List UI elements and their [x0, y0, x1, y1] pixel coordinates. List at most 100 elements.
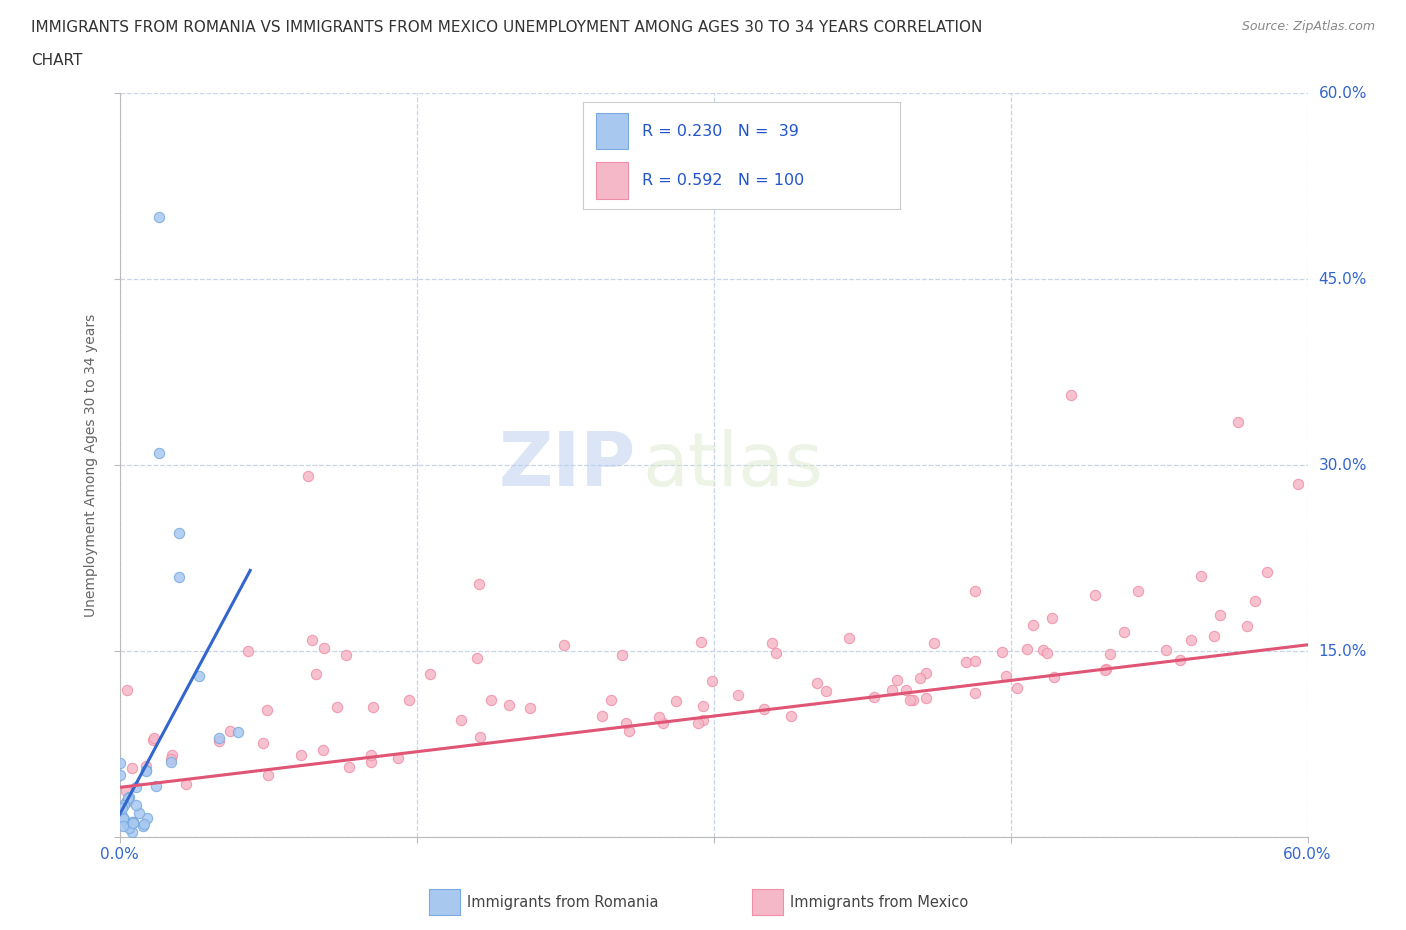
Point [765, 645, 787, 660]
Point [1043, 670, 1066, 684]
Point [112, 811, 135, 826]
Point [1168, 652, 1191, 667]
Point [692, 698, 714, 713]
Point [690, 634, 713, 649]
Point [963, 654, 986, 669]
Point [121, 761, 143, 776]
Point [297, 469, 319, 484]
Point [301, 632, 323, 647]
Point [387, 751, 409, 765]
Point [167, 525, 190, 540]
Point [1244, 593, 1267, 608]
Point [252, 736, 274, 751]
Point [360, 754, 382, 769]
Point [115, 683, 138, 698]
Point [108, 804, 131, 819]
Point [1094, 662, 1116, 677]
Point [325, 699, 347, 714]
Point [700, 674, 723, 689]
Point [651, 715, 673, 730]
Point [122, 815, 145, 830]
Point [806, 675, 828, 690]
Point [112, 811, 135, 826]
Point [337, 759, 360, 774]
Point [1256, 565, 1278, 579]
Point [136, 811, 159, 826]
Point [752, 701, 775, 716]
Point [915, 690, 938, 705]
Point [1095, 661, 1118, 676]
Point [361, 699, 384, 714]
Point [599, 693, 621, 708]
Point [135, 764, 157, 778]
Point [128, 806, 150, 821]
Point [1189, 568, 1212, 583]
FancyBboxPatch shape [596, 113, 627, 150]
Point [815, 684, 838, 698]
Text: IMMIGRANTS FROM ROMANIA VS IMMIGRANTS FROM MEXICO UNEMPLOYMENT AMONG AGES 30 TO : IMMIGRANTS FROM ROMANIA VS IMMIGRANTS FR… [31, 20, 983, 35]
Point [1022, 618, 1045, 632]
Text: R = 0.592   N = 100: R = 0.592 N = 100 [643, 173, 804, 188]
Point [135, 763, 157, 777]
Point [468, 577, 491, 591]
Point [121, 824, 143, 839]
Point [115, 783, 138, 798]
Point [145, 778, 167, 793]
Point [160, 748, 183, 763]
Point [131, 818, 153, 833]
Point [360, 748, 382, 763]
Point [995, 669, 1018, 684]
Point [167, 569, 190, 584]
Point [228, 724, 250, 739]
Point [1005, 681, 1028, 696]
Point [955, 655, 977, 670]
Point [894, 683, 917, 698]
Point [922, 636, 945, 651]
Point [218, 724, 240, 739]
Point [111, 801, 134, 816]
Point [990, 644, 1012, 659]
Point [236, 644, 259, 658]
Point [122, 815, 145, 830]
Point [111, 809, 134, 824]
Point [910, 671, 932, 685]
Point [108, 767, 131, 782]
Point [174, 777, 197, 791]
Point [117, 792, 139, 807]
Point [498, 698, 520, 712]
Point [1084, 588, 1107, 603]
Point [160, 754, 183, 769]
Point [882, 683, 904, 698]
Point [665, 694, 688, 709]
Point [110, 802, 132, 817]
Point [111, 818, 134, 833]
Point [143, 731, 166, 746]
Point [1286, 476, 1309, 491]
Point [290, 748, 312, 763]
Point [335, 647, 357, 662]
Point [117, 791, 139, 806]
Point [1126, 583, 1149, 598]
FancyBboxPatch shape [596, 162, 627, 199]
Point [863, 689, 886, 704]
Point [1040, 610, 1063, 625]
Text: atlas: atlas [643, 429, 824, 501]
Point [553, 638, 575, 653]
Point [1060, 387, 1083, 402]
Point [125, 798, 148, 813]
Point [1208, 607, 1230, 622]
Point [115, 794, 138, 809]
Point [256, 702, 278, 717]
Point [135, 758, 157, 773]
Point [124, 779, 146, 794]
Text: Immigrants from Romania: Immigrants from Romania [467, 895, 658, 910]
Point [312, 641, 335, 656]
Point [132, 817, 155, 831]
Point [112, 798, 135, 813]
Point [617, 724, 640, 738]
Point [1017, 642, 1039, 657]
Point [886, 672, 908, 687]
Text: Source: ZipAtlas.com: Source: ZipAtlas.com [1241, 20, 1375, 33]
Point [965, 583, 987, 598]
Point [108, 755, 131, 770]
